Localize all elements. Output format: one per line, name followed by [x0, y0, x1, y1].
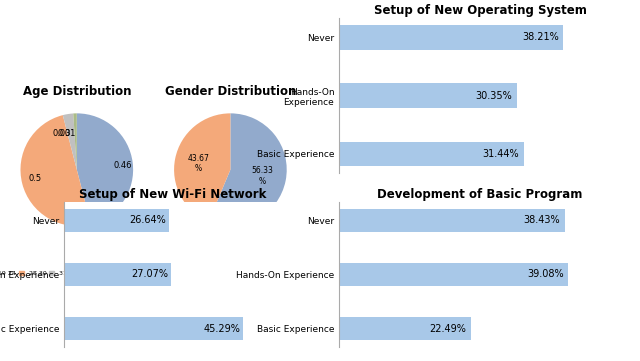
Title: Age Distribution: Age Distribution: [22, 85, 131, 98]
Bar: [339, 317, 471, 340]
Text: 31.44%: 31.44%: [483, 149, 519, 159]
Bar: [339, 142, 524, 166]
Bar: [339, 209, 564, 231]
Text: 0.46: 0.46: [113, 161, 132, 170]
Title: Setup of New Operating System: Setup of New Operating System: [374, 4, 586, 17]
Text: 0.03: 0.03: [52, 129, 71, 138]
Title: Setup of New Wi-Fi Network: Setup of New Wi-Fi Network: [79, 188, 266, 201]
Wedge shape: [20, 115, 91, 226]
Title: Gender Distribution: Gender Distribution: [164, 85, 296, 98]
Bar: [339, 25, 563, 49]
Legend: Male, Female: Male, Female: [196, 259, 264, 265]
Bar: [339, 83, 517, 108]
Legend: 19 24, 25 30, 31 36, 37 55: 19 24, 25 30, 31 36, 37 55: [0, 271, 107, 277]
Bar: [339, 263, 568, 286]
Wedge shape: [73, 113, 77, 170]
Text: 39.08%: 39.08%: [527, 269, 564, 279]
Text: 26.64%: 26.64%: [129, 215, 166, 225]
Text: 38.21%: 38.21%: [522, 32, 559, 42]
Text: 22.49%: 22.49%: [429, 323, 467, 334]
Text: 30.35%: 30.35%: [476, 91, 513, 101]
Text: 45.29%: 45.29%: [203, 323, 240, 334]
Wedge shape: [77, 113, 133, 224]
Text: 0.01: 0.01: [57, 129, 76, 138]
Wedge shape: [174, 113, 230, 222]
Bar: [64, 317, 243, 340]
Text: 43.67
%: 43.67 %: [188, 153, 209, 173]
Wedge shape: [63, 113, 77, 170]
Title: Development of Basic Program: Development of Basic Program: [378, 188, 582, 201]
Text: 56.33
%: 56.33 %: [252, 166, 273, 186]
Text: 38.43%: 38.43%: [524, 215, 560, 225]
Bar: [64, 263, 171, 286]
Wedge shape: [209, 113, 287, 226]
Bar: [64, 209, 170, 231]
Text: 27.07%: 27.07%: [131, 269, 168, 279]
Text: 0.5: 0.5: [28, 174, 42, 183]
